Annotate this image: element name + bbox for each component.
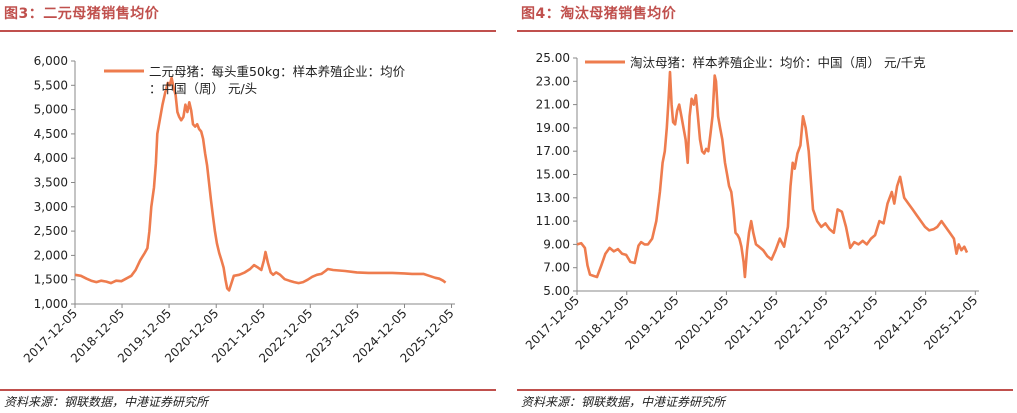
y-tick-label: 1,000 (34, 297, 68, 311)
y-tick-label: 21.00 (536, 98, 570, 112)
title-divider (517, 30, 1013, 32)
y-tick-label: 5.00 (543, 284, 570, 298)
y-tick-label: 5,000 (34, 103, 68, 117)
y-tick-label: 4,000 (34, 151, 68, 165)
y-tick-label: 1,500 (34, 273, 68, 287)
y-tick-label: 11.00 (536, 214, 570, 228)
chart-culled-sow-price: 5.00 7.00 9.00 11.00 13.00 15.00 17.00 19.00 21.… (523, 51, 981, 352)
chart-panel-left: 图3：二元母猪销售均价 1,000 1,500 2,000 2,500 3,000 3,5… (0, 0, 500, 413)
footer-divider (0, 389, 496, 391)
legend: 二元母猪：每头重50kg：样本养殖企业：均价：中国（周） 元/头 (104, 64, 406, 96)
panel-title: 图4：淘汰母猪销售均价 (521, 6, 677, 22)
y-tick-label: 19.00 (536, 121, 570, 135)
chart-sow-price: 1,000 1,500 2,000 2,500 3,000 3,500 4,000 4,500… (21, 54, 457, 365)
chart-panel-right: 图4：淘汰母猪销售均价 5.00 7.00 9.00 11.00 13.00 15.00 1… (517, 0, 1017, 413)
y-tick-label: 13.00 (536, 191, 570, 205)
y-tick-label: 9.00 (543, 237, 570, 251)
y-tick-label: 6,000 (34, 54, 68, 68)
legend-label: 二元母猪：每头重50kg：样本养殖企业：均价：中国（周） 元/头 (149, 64, 406, 96)
y-tick-label: 23.00 (536, 74, 570, 88)
legend-label: 淘汰母猪：样本养殖企业：均价：中国（周） 元/千克 (630, 55, 926, 70)
y-tick-label: 17.00 (536, 144, 570, 158)
y-tick-label: 2,000 (34, 248, 68, 262)
y-tick-label: 15.00 (536, 168, 570, 182)
panel-title: 图3：二元母猪销售均价 (4, 6, 160, 22)
series-line (74, 76, 447, 292)
y-tick-label: 4,500 (34, 127, 68, 141)
title-divider (0, 30, 496, 32)
source-note: 资料来源：钢联数据，中港证券研究所 (4, 395, 209, 409)
y-tick-label: 3,000 (34, 200, 68, 214)
source-note: 资料来源：钢联数据，中港证券研究所 (521, 395, 726, 409)
legend: 淘汰母猪：样本养殖企业：均价：中国（周） 元/千克 (585, 55, 926, 70)
y-tick-label: 7.00 (543, 261, 570, 275)
y-tick-label: 3,500 (34, 176, 68, 190)
y-tick-label: 5,500 (34, 78, 68, 92)
footer-divider (517, 389, 1013, 391)
y-tick-label: 2,500 (34, 224, 68, 238)
series-line (576, 70, 969, 279)
y-tick-label: 25.00 (536, 51, 570, 65)
x-tick-label: 2025-12-05 (921, 293, 980, 352)
